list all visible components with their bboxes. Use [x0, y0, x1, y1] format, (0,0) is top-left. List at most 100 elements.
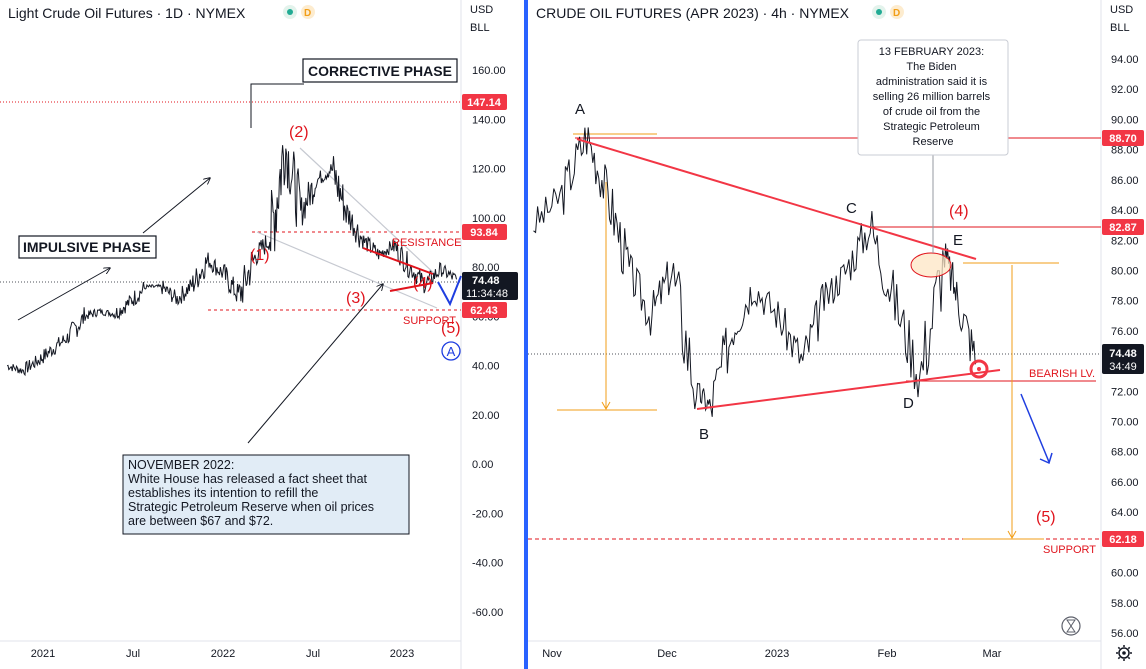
- left-channel-line-upper: [299, 147, 438, 277]
- left-x-axis[interactable]: 2021 Jul 2022 Jul 2023: [31, 648, 414, 660]
- left-x-tick-label: Jul: [306, 648, 320, 660]
- pane-divider[interactable]: [524, 0, 528, 669]
- right-y-tick-label: 58.00: [1111, 598, 1139, 610]
- right-wave-4-label: (4): [949, 203, 969, 220]
- right-x-tick-label: Nov: [542, 648, 562, 660]
- left-note-pointer-arrow: [247, 284, 383, 444]
- left-price-tag-last-text: 74.48: [472, 275, 500, 287]
- right-point-e: E: [953, 232, 963, 249]
- left-note-line: Strategic Petroleum Reserve when oil pri…: [128, 500, 374, 514]
- right-y-tick-label: 94.00: [1111, 54, 1139, 66]
- right-note-line: administration said it is: [876, 76, 988, 88]
- left-y-tick-label: -20.00: [472, 509, 503, 521]
- left-price-tag-last: [462, 272, 518, 300]
- right-note-line: The Biden: [906, 61, 956, 73]
- right-price-tag-mid: [1102, 219, 1144, 235]
- right-bearish-circle: [969, 359, 989, 379]
- left-chart-title: Light Crude Oil Futures · 1D · NYMEX: [8, 5, 246, 21]
- left-x-tick-label: Jul: [126, 648, 140, 660]
- left-chart-pane: Light Crude Oil Futures · 1D · NYMEX D U…: [0, 0, 518, 669]
- right-x-tick-label: 2023: [765, 648, 789, 660]
- right-y-tick-label: 88.00: [1111, 145, 1139, 157]
- right-x-tick-label: Dec: [657, 648, 677, 660]
- left-resistance-label: RESISTANCE: [392, 237, 461, 249]
- left-y-tick-label: 80.00: [472, 262, 500, 274]
- left-price-tag-top: [462, 94, 507, 110]
- right-triangle-upper: [576, 138, 977, 260]
- left-support-label: SUPPORT: [403, 315, 456, 327]
- svg-text:D: D: [304, 8, 311, 19]
- right-y-tick-label: 68.00: [1111, 447, 1139, 459]
- right-price-tag-last-text: 74.48: [1109, 348, 1137, 360]
- right-x-tick-label: Mar: [983, 648, 1002, 660]
- left-countdown-text: 11:34:48: [466, 288, 508, 300]
- left-y-tick-label: 20.00: [472, 410, 500, 422]
- left-y-tick-label: 120.00: [472, 164, 506, 176]
- left-wave-2-label: (2): [289, 124, 309, 141]
- left-red-trendline-upper: [362, 247, 434, 275]
- left-y-tick-label: 140.00: [472, 114, 506, 126]
- right-point-d: D: [903, 395, 914, 412]
- left-x-tick-label: 2023: [390, 648, 414, 660]
- left-y-tick-label: 40.00: [472, 361, 500, 373]
- left-y-axis[interactable]: 160.00140.00120.00100.0080.0060.0040.002…: [472, 65, 506, 619]
- right-y-tick-label: 86.00: [1111, 175, 1139, 187]
- corrective-phase-label: CORRECTIVE PHASE: [308, 63, 452, 79]
- left-arrow-2: [142, 178, 210, 234]
- right-chart-title: CRUDE OIL FUTURES (APR 2023) · 4h · NYME…: [536, 5, 850, 21]
- right-x-axis[interactable]: Nov Dec 2023 Feb Mar: [542, 648, 1002, 660]
- left-note-line: NOVEMBER 2022:: [128, 458, 234, 472]
- right-note-line: selling 26 million barrels: [873, 91, 991, 103]
- right-price-tag-support: [1102, 531, 1144, 547]
- left-channel-line-lower: [256, 231, 438, 309]
- right-price-tag-top-text: 88.70: [1109, 133, 1137, 145]
- impulsive-phase-label: IMPULSIVE PHASE: [23, 239, 151, 255]
- left-note-line: are between $67 and $72.: [128, 514, 273, 528]
- right-y-tick-label: 60.00: [1111, 568, 1139, 580]
- replay-clock-icon[interactable]: [1061, 616, 1081, 636]
- right-price-tag-last: [1102, 344, 1144, 374]
- right-y-tick-label: 82.00: [1111, 235, 1139, 247]
- left-circle-a-label: A: [447, 344, 456, 359]
- right-price-tag-support-text: 62.18: [1109, 534, 1137, 546]
- left-arrow-1: [17, 268, 110, 321]
- right-y-tick-label: 84.00: [1111, 205, 1139, 217]
- right-note-line: Reserve: [913, 136, 954, 148]
- left-wave-4-label: (4): [413, 275, 433, 292]
- right-currency-label: USD: [1110, 4, 1133, 16]
- right-y-tick-label: 64.00: [1111, 507, 1139, 519]
- right-bearish-level-label: BEARISH LV.: [1029, 368, 1095, 380]
- right-wave-5-label: (5): [1036, 509, 1056, 526]
- right-point-a: A: [575, 101, 585, 118]
- left-x-tick-label: 2022: [211, 648, 235, 660]
- right-x-tick-label: Feb: [878, 648, 897, 660]
- right-note-box: [857, 39, 1009, 156]
- left-y-tick-label: 100.00: [472, 213, 506, 225]
- settings-gear-icon[interactable]: [1116, 645, 1132, 661]
- right-point-c: C: [846, 200, 857, 217]
- right-symbol-badges[interactable]: D: [872, 5, 904, 19]
- right-y-tick-label: 76.00: [1111, 326, 1139, 338]
- right-countdown-text: 34:49: [1109, 361, 1137, 373]
- right-y-tick-label: 90.00: [1111, 114, 1139, 126]
- left-wave-3-label: (3): [346, 290, 366, 307]
- right-price-tag-mid-text: 82.87: [1109, 222, 1137, 234]
- right-y-tick-label: 66.00: [1111, 477, 1139, 489]
- left-y-tick-label: 0.00: [472, 459, 493, 471]
- right-note-line: Strategic Petroleum: [883, 121, 980, 133]
- right-y-tick-label: 72.00: [1111, 386, 1139, 398]
- right-unit-label: BLL: [1110, 22, 1130, 34]
- impulsive-phase-box: [18, 235, 157, 259]
- left-corrective-connector: [250, 83, 304, 128]
- left-wave-1-label: (1): [250, 247, 270, 264]
- left-y-tick-label: -60.00: [472, 607, 503, 619]
- left-currency-label: USD: [470, 4, 493, 16]
- right-y-tick-label: 78.00: [1111, 296, 1139, 308]
- right-price-series: [533, 127, 977, 417]
- right-note-line: of crude oil from the: [883, 106, 980, 118]
- right-note-line: 13 FEBRUARY 2023:: [879, 46, 984, 58]
- right-price-tag-top: [1102, 130, 1144, 146]
- left-note-text: NOVEMBER 2022: White House has released …: [128, 458, 377, 528]
- right-triangle-lower: [696, 369, 1001, 410]
- left-symbol-badges[interactable]: D: [283, 5, 315, 19]
